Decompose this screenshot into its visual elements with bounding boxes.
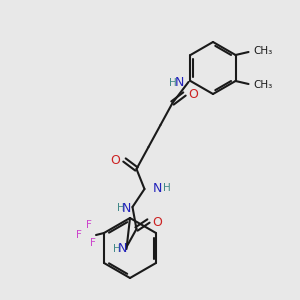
Text: O: O (188, 88, 198, 101)
Text: F: F (76, 230, 82, 240)
Text: O: O (111, 154, 121, 167)
Text: H: H (113, 244, 121, 254)
Text: N: N (118, 242, 128, 256)
Text: F: F (90, 238, 96, 248)
Text: H: H (164, 183, 171, 193)
Text: N: N (175, 76, 184, 88)
Text: H: H (169, 78, 176, 88)
Text: H: H (117, 203, 124, 213)
Text: CH₃: CH₃ (254, 80, 273, 90)
Text: F: F (86, 220, 92, 230)
Text: O: O (152, 217, 162, 230)
Text: N: N (152, 182, 162, 194)
Text: N: N (122, 202, 131, 214)
Text: CH₃: CH₃ (254, 46, 273, 56)
